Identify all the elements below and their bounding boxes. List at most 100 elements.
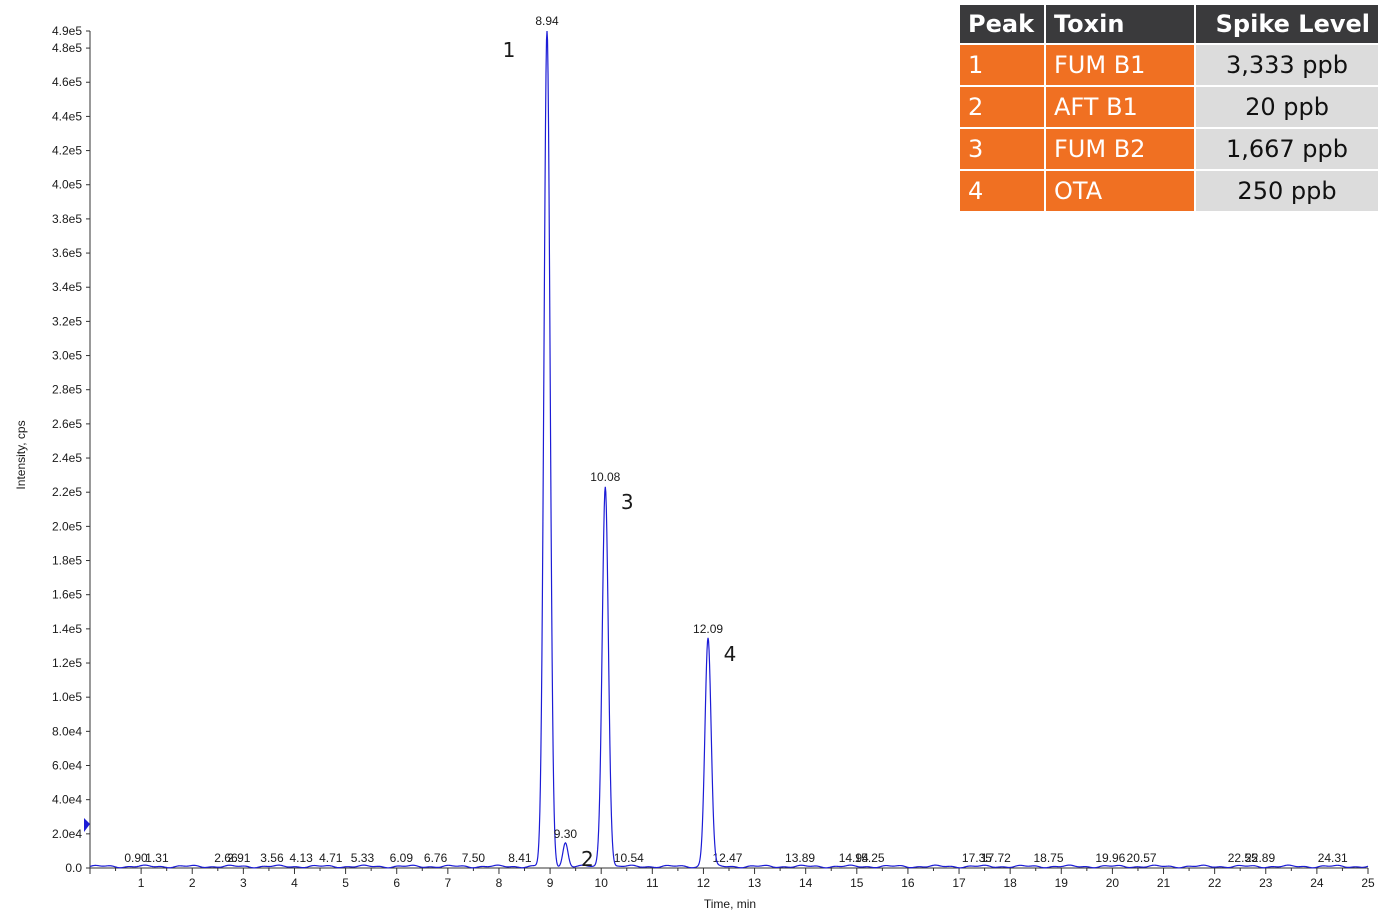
baseline-rt-label: 2.66	[214, 851, 238, 865]
baseline-rt-label: 3.56	[260, 851, 284, 865]
y-tick-label: 3.2e5	[52, 314, 82, 328]
header-peak: Peak	[960, 5, 1046, 45]
header-toxin: Toxin	[1046, 5, 1196, 45]
baseline-rt-label: 12.47	[712, 851, 742, 865]
baseline-rt-label: 17.35	[962, 851, 992, 865]
x-tick-label: 21	[1157, 876, 1171, 890]
y-tick-label: 4.8e5	[52, 41, 82, 55]
baseline-rt-label: 22.89	[1245, 851, 1275, 865]
baseline-marker-icon	[84, 818, 90, 832]
x-tick-label: 3	[240, 876, 247, 890]
baseline-rt-label: 17.72	[981, 851, 1011, 865]
x-tick-label: 19	[1055, 876, 1069, 890]
peak-number-label: 2	[581, 847, 594, 871]
y-tick-label: 1.2e5	[52, 656, 82, 670]
baseline-rt-label: 15.25	[855, 851, 885, 865]
y-tick-label: 2.8e5	[52, 383, 82, 397]
cell-spike: 3,333 ppb	[1196, 45, 1378, 87]
y-tick-label: 1.0e5	[52, 690, 82, 704]
y-tick-label: 4.0e4	[52, 793, 82, 807]
y-tick-label: 2.2e5	[52, 485, 82, 499]
baseline-rt-label: 8.41	[508, 851, 532, 865]
baseline-rt-label: 18.75	[1033, 851, 1063, 865]
baseline-labels: 0.901.31 2.662.91 3.56 4.13 4.71 5.33 6.09 6.76…	[124, 851, 1348, 865]
table-row: 4 OTA 250 ppb	[960, 171, 1378, 213]
x-axis: 1 2 3 4 5 6 7 8 9 10 11 12 13 14 15 16 17 18 19 20 21 22 23 24 2…	[89, 867, 1375, 890]
y-tick-label: 2.4e5	[52, 451, 82, 465]
x-tick-label: 25	[1361, 876, 1375, 890]
baseline-rt-label: 1.31	[145, 851, 169, 865]
y-tick-label: 3.6e5	[52, 246, 82, 260]
x-tick-label: 7	[444, 876, 451, 890]
baseline-rt-label: 4.13	[289, 851, 313, 865]
chromatogram-trace	[89, 30, 1369, 869]
x-tick-label: 18	[1003, 876, 1017, 890]
x-tick-label: 6	[393, 876, 400, 890]
peak-rt-label: 8.94	[535, 14, 559, 28]
header-spike-level: Spike Level	[1196, 5, 1378, 45]
y-tick-label: 1.6e5	[52, 588, 82, 602]
baseline-rt-label: 14.94	[839, 851, 869, 865]
y-tick-label: 4.6e5	[52, 75, 82, 89]
x-tick-label: 4	[291, 876, 298, 890]
baseline-rt-label: 0.90	[124, 851, 148, 865]
x-tick-label: 20	[1106, 876, 1120, 890]
baseline-rt-label: 6.76	[424, 851, 448, 865]
cell-toxin: OTA	[1046, 171, 1196, 213]
y-tick-label: 4.2e5	[52, 144, 82, 158]
y-tick-label: 3.4e5	[52, 280, 82, 294]
y-tick-label: 0.0	[65, 861, 82, 875]
cell-toxin: FUM B1	[1046, 45, 1196, 87]
y-tick-label: 2.0e5	[52, 519, 82, 533]
table-row: 1 FUM B1 3,333 ppb	[960, 45, 1378, 87]
table-row: 3 FUM B2 1,667 ppb	[960, 129, 1378, 171]
y-tick-label: 3.0e5	[52, 349, 82, 363]
x-tick-label: 13	[748, 876, 762, 890]
baseline-rt-label: 20.57	[1127, 851, 1157, 865]
x-tick-label: 9	[547, 876, 554, 890]
x-tick-label: 22	[1208, 876, 1222, 890]
peak-labels: 8.94 9.30 10.08 12.09 1 2 3 4	[503, 14, 737, 871]
cell-spike: 250 ppb	[1196, 171, 1378, 213]
baseline-rt-label: 5.33	[351, 851, 375, 865]
baseline-rt-label: 7.50	[462, 851, 486, 865]
peak-rt-label: 9.30	[554, 827, 578, 841]
x-tick-label: 8	[496, 876, 503, 890]
y-tick-label: 6.0e4	[52, 759, 82, 773]
x-tick-label: 17	[952, 876, 966, 890]
cell-peak: 2	[960, 87, 1046, 129]
peak-number-label: 1	[503, 38, 516, 62]
y-tick-label: 4.0e5	[52, 178, 82, 192]
peak-rt-label: 10.08	[590, 470, 620, 484]
x-tick-label: 14	[799, 876, 813, 890]
baseline-rt-label: 22.55	[1228, 851, 1258, 865]
x-tick-label: 5	[342, 876, 349, 890]
y-tick-label: 4.9e5	[52, 24, 82, 38]
baseline-rt-label: 24.31	[1318, 851, 1348, 865]
y-tick-label: 1.4e5	[52, 622, 82, 636]
cell-spike: 1,667 ppb	[1196, 129, 1378, 171]
baseline-rt-label: 6.09	[390, 851, 414, 865]
cell-peak: 3	[960, 129, 1046, 171]
x-tick-label: 10	[595, 876, 609, 890]
peak-number-label: 4	[724, 642, 737, 666]
baseline-rt-label: 19.96	[1095, 851, 1125, 865]
y-axis-title: Intensity, cps	[14, 420, 28, 489]
y-tick-label: 3.8e5	[52, 212, 82, 226]
table-header-row: Peak Toxin Spike Level	[960, 5, 1378, 45]
x-tick-label: 16	[901, 876, 915, 890]
trace-group	[89, 30, 1369, 869]
peak-toxin-table: Peak Toxin Spike Level 1 FUM B1 3,333 pp…	[960, 5, 1378, 213]
baseline-rt-label: 2.91	[227, 851, 251, 865]
x-tick-label: 23	[1259, 876, 1273, 890]
x-tick-label: 2	[189, 876, 196, 890]
x-tick-label: 24	[1310, 876, 1324, 890]
cell-peak: 1	[960, 45, 1046, 87]
baseline-rt-label: 10.54	[614, 851, 644, 865]
baseline-rt-label: 4.71	[319, 851, 343, 865]
baseline-rt-label: 13.89	[785, 851, 815, 865]
y-tick-label: 8.0e4	[52, 724, 82, 738]
y-tick-label: 2.6e5	[52, 417, 82, 431]
x-tick-label: 15	[850, 876, 864, 890]
